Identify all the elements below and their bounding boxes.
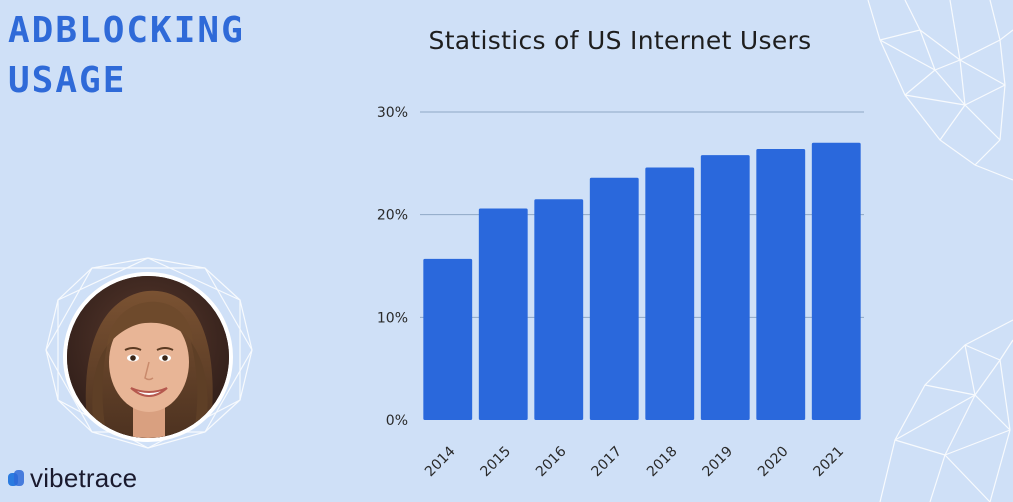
y-tick-label: 20% (377, 208, 408, 224)
x-tick-label: 2019 (700, 444, 737, 481)
bar (589, 177, 639, 420)
y-tick-label: 0% (386, 413, 408, 429)
logo: vibetrace (8, 462, 137, 494)
x-tick-label: 2014 (422, 443, 459, 480)
y-tick-label: 30% (377, 105, 408, 121)
bar (423, 258, 473, 420)
bar (811, 142, 861, 421)
chart-title: Statistics of US Internet Users (428, 26, 812, 55)
presenter-photo (63, 272, 233, 442)
slide-title: ADBLOCKING USAGE (8, 6, 245, 106)
x-tick-label: 2020 (755, 444, 792, 481)
slide-title-line-2: USAGE (8, 60, 127, 101)
bar (645, 167, 695, 420)
x-tick-label: 2016 (533, 443, 570, 480)
x-tick-label: 2017 (589, 444, 626, 481)
logo-text: vibetrace (30, 462, 138, 493)
bar (534, 199, 584, 420)
x-tick-label: 2021 (811, 444, 848, 481)
vibetrace-logo-icon (8, 467, 28, 489)
x-tick-label: 2015 (478, 444, 515, 481)
x-tick-label: 2018 (644, 444, 681, 481)
bar (478, 208, 528, 420)
bar (700, 155, 750, 420)
bar (756, 148, 806, 420)
y-tick-label: 10% (377, 310, 408, 326)
slide-title-line-1: ADBLOCKING (8, 10, 245, 51)
